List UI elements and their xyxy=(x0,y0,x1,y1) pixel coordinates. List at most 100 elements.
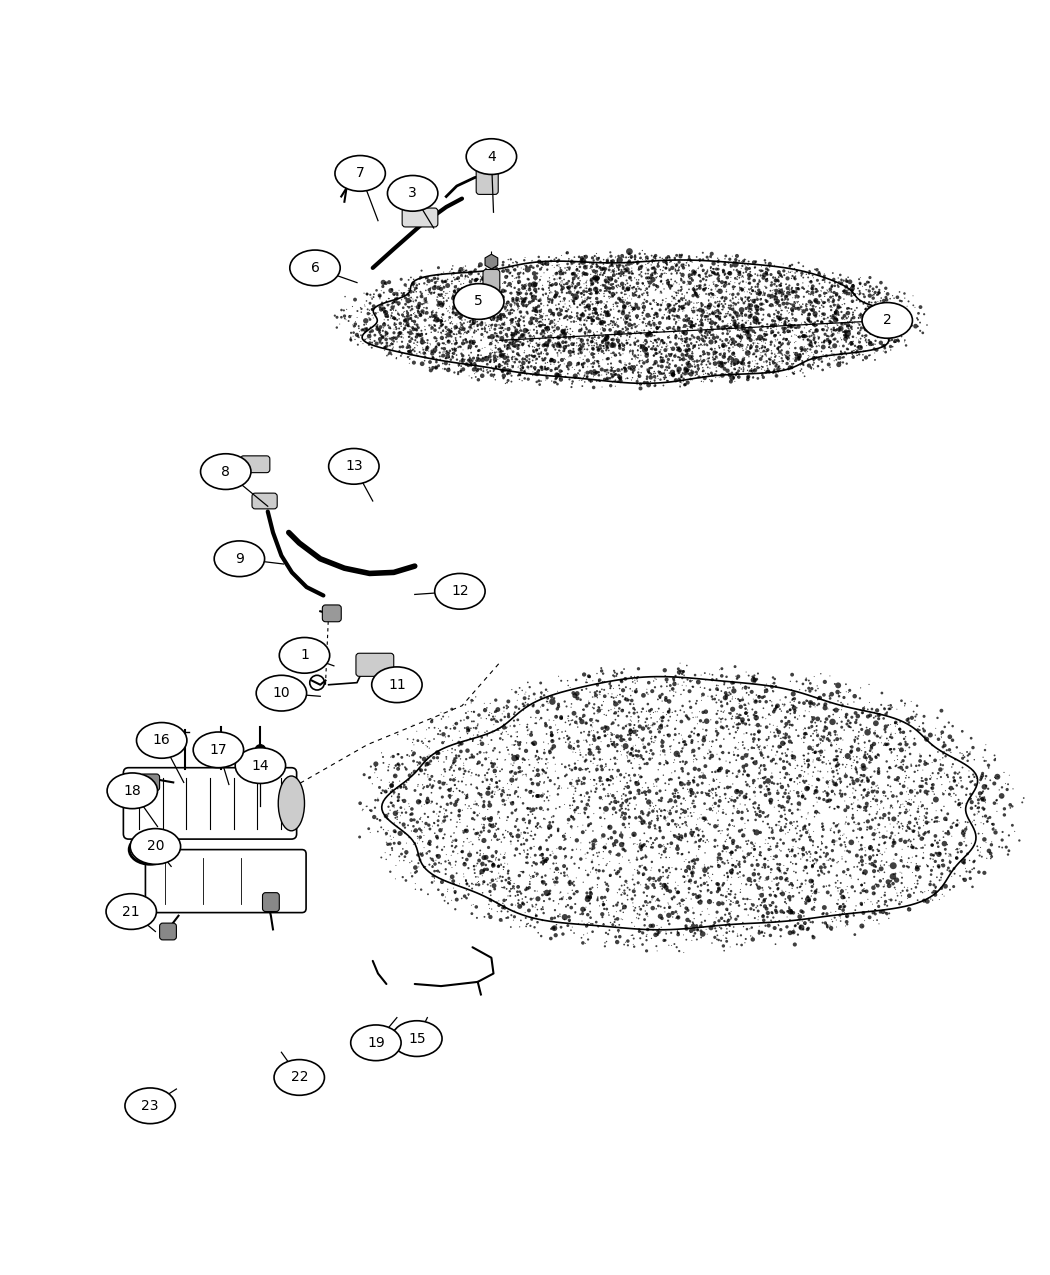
Point xyxy=(822,919,839,940)
Point xyxy=(634,835,651,856)
Point xyxy=(962,742,979,762)
Point xyxy=(579,367,595,388)
Point xyxy=(943,826,960,847)
Point xyxy=(883,822,900,843)
Point xyxy=(677,362,694,382)
Point xyxy=(768,754,784,774)
Point xyxy=(720,703,737,723)
Point xyxy=(649,264,666,284)
Point xyxy=(749,303,765,324)
Point xyxy=(832,265,848,286)
Point xyxy=(614,287,631,307)
Point xyxy=(509,881,526,901)
Point xyxy=(870,709,887,729)
Point xyxy=(897,732,914,752)
Point xyxy=(843,316,860,337)
Point xyxy=(611,685,628,705)
Point xyxy=(719,881,736,901)
Point xyxy=(765,303,782,324)
Point xyxy=(858,347,875,367)
Point xyxy=(639,778,656,798)
Point xyxy=(353,332,370,352)
Point xyxy=(588,269,605,289)
Point xyxy=(969,840,986,861)
Point xyxy=(437,852,454,872)
Point xyxy=(758,776,775,797)
Point xyxy=(876,699,892,719)
Point xyxy=(737,771,754,792)
Point xyxy=(786,361,803,381)
Point xyxy=(792,910,809,931)
Point xyxy=(929,708,946,728)
Point xyxy=(740,710,757,731)
Point xyxy=(430,806,447,826)
Point xyxy=(534,760,551,780)
Point xyxy=(453,317,469,338)
Point xyxy=(472,854,489,875)
Point xyxy=(524,351,541,371)
Point xyxy=(550,821,567,842)
Point xyxy=(850,307,867,328)
Point xyxy=(649,266,666,287)
Point xyxy=(602,314,618,334)
Point xyxy=(924,882,941,903)
Point xyxy=(870,761,887,782)
Point xyxy=(623,310,639,330)
Point xyxy=(600,881,616,901)
Point xyxy=(427,273,444,293)
Point xyxy=(617,361,634,381)
Point xyxy=(859,757,876,778)
Point xyxy=(798,819,815,839)
Point xyxy=(928,882,945,903)
Point xyxy=(744,667,761,687)
Point xyxy=(815,297,832,317)
Point xyxy=(931,870,948,890)
Point xyxy=(778,858,795,878)
Point xyxy=(430,743,447,764)
Point xyxy=(550,328,567,348)
Point xyxy=(919,798,936,819)
Point xyxy=(424,857,441,877)
Point xyxy=(395,283,412,303)
Point xyxy=(959,817,975,838)
Point xyxy=(504,878,521,899)
Point xyxy=(878,734,895,755)
Point xyxy=(694,352,711,372)
Point xyxy=(576,785,593,806)
Point xyxy=(600,770,616,790)
Point xyxy=(727,887,743,908)
Point xyxy=(653,351,670,371)
Point xyxy=(625,746,642,766)
Point xyxy=(492,282,509,302)
Point xyxy=(744,895,761,915)
Point xyxy=(818,838,835,858)
Point xyxy=(460,302,477,323)
Point xyxy=(794,326,811,347)
Point xyxy=(569,277,586,297)
Point xyxy=(595,680,612,700)
Point xyxy=(595,894,612,914)
Point xyxy=(629,252,646,273)
Point xyxy=(894,867,910,887)
Point xyxy=(552,706,569,727)
Point xyxy=(819,316,836,337)
Point xyxy=(846,750,863,770)
Point xyxy=(717,316,734,337)
Point xyxy=(464,297,481,317)
Point xyxy=(879,329,896,349)
Point xyxy=(371,320,387,340)
Point xyxy=(825,305,842,325)
Point xyxy=(471,302,488,323)
Point xyxy=(736,250,753,270)
Point xyxy=(503,277,520,297)
Point xyxy=(783,278,800,298)
Point xyxy=(633,261,650,282)
Point xyxy=(482,260,499,280)
Point xyxy=(816,293,833,314)
Point xyxy=(930,844,947,864)
Point xyxy=(591,798,608,819)
Point xyxy=(854,325,870,346)
Point xyxy=(806,742,823,762)
Point xyxy=(646,314,663,334)
Point xyxy=(876,291,892,311)
